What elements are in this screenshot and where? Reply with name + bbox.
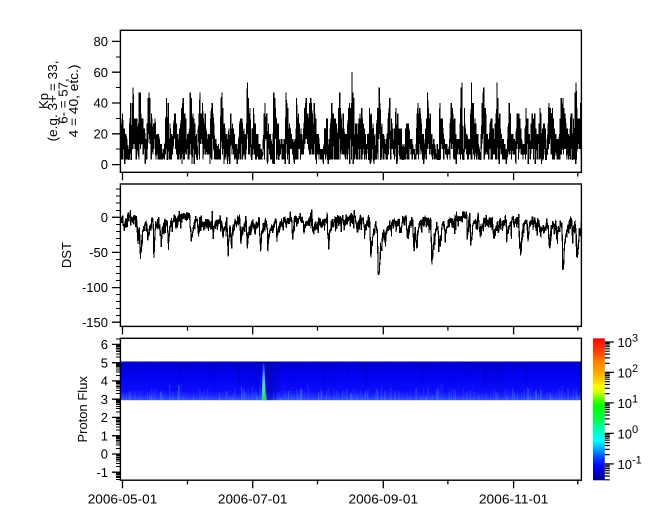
svg-text:5: 5 (101, 355, 108, 370)
svg-text:0: 0 (101, 210, 108, 225)
svg-text:2006-07-01: 2006-07-01 (218, 492, 288, 507)
svg-text:4 = 40, etc.): 4 = 40, etc.) (66, 64, 81, 137)
svg-text:2006-11-01: 2006-11-01 (479, 492, 549, 507)
svg-text:3: 3 (101, 392, 108, 407)
svg-text:-100: -100 (82, 280, 108, 295)
svg-text:0: 0 (101, 447, 108, 462)
svg-text:-50: -50 (89, 245, 108, 260)
svg-text:2006-09-01: 2006-09-01 (349, 492, 419, 507)
svg-text:40: 40 (94, 96, 108, 111)
svg-text:6: 6 (101, 337, 108, 352)
svg-text:-150: -150 (82, 315, 108, 330)
svg-text:6- = 57,: 6- = 57, (55, 78, 70, 124)
svg-text:60: 60 (94, 65, 108, 80)
svg-text:1: 1 (101, 428, 108, 443)
svg-text:20: 20 (94, 126, 108, 141)
svg-text:4: 4 (101, 374, 108, 389)
svg-text:(e.g. 3+ = 33,: (e.g. 3+ = 33, (45, 61, 60, 142)
svg-text:2: 2 (101, 410, 108, 425)
svg-text:80: 80 (94, 34, 108, 49)
svg-text:2006-05-01: 2006-05-01 (88, 492, 158, 507)
svg-text:Kp: Kp (36, 93, 51, 109)
svg-text:DST: DST (59, 242, 74, 268)
svg-text:Proton Flux: Proton Flux (75, 376, 90, 443)
svg-text:0: 0 (101, 157, 108, 172)
svg-text:-1: -1 (96, 465, 108, 480)
